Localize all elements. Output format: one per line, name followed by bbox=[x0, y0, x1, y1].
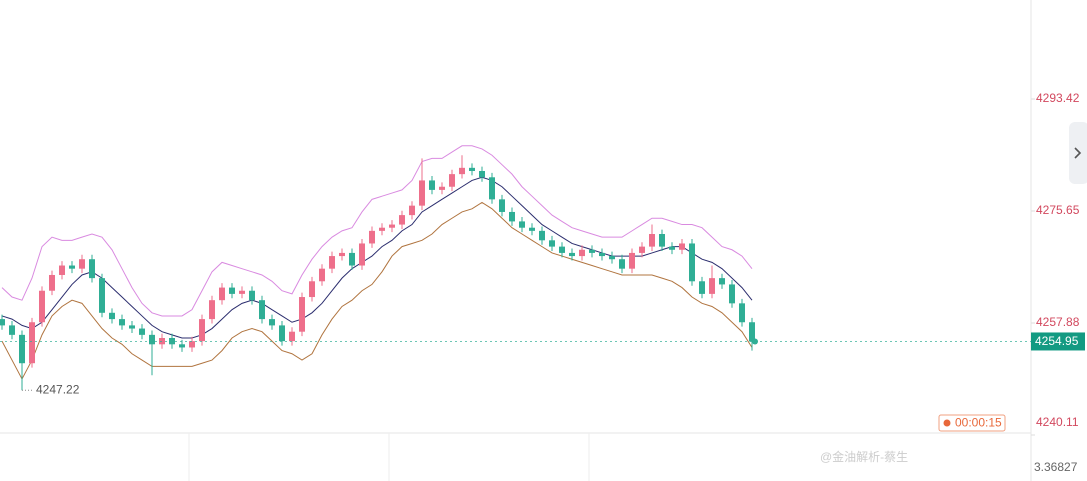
countdown: 00:00:15 bbox=[955, 416, 1002, 430]
candle-body bbox=[339, 252, 345, 257]
candle-body bbox=[539, 230, 545, 241]
candle-body bbox=[489, 177, 495, 200]
candle-body bbox=[199, 319, 205, 342]
candle-body bbox=[309, 281, 315, 298]
indicator-value: 3.36827 bbox=[1034, 460, 1078, 474]
candle-body bbox=[149, 334, 155, 345]
candle-body bbox=[99, 278, 105, 313]
candle-body bbox=[239, 290, 245, 294]
candle-body bbox=[519, 221, 525, 228]
candle-body bbox=[689, 243, 695, 282]
candle-body bbox=[579, 249, 585, 257]
candle-body bbox=[29, 322, 35, 364]
plot-area: 4247.22 bbox=[0, 145, 1031, 396]
candle-body bbox=[79, 259, 85, 269]
candle-body bbox=[289, 331, 295, 342]
band-line bbox=[1, 145, 753, 317]
candle-body bbox=[659, 234, 665, 247]
y-tick-label: 4257.88 bbox=[1036, 315, 1080, 329]
candle-body bbox=[49, 274, 55, 291]
candle-body bbox=[359, 243, 365, 266]
candle-body bbox=[729, 284, 735, 304]
low-label: 4247.22 bbox=[36, 382, 80, 396]
y-tick-label: 4275.65 bbox=[1036, 203, 1080, 217]
candle-body bbox=[219, 287, 225, 301]
candle-body bbox=[509, 211, 515, 222]
candle-body bbox=[389, 224, 395, 228]
y-tick-label: 4293.42 bbox=[1036, 91, 1080, 105]
candle-body bbox=[599, 252, 605, 257]
watermark: @金油解析-蔡生 bbox=[820, 449, 908, 464]
candle-body bbox=[259, 300, 265, 320]
candle-body bbox=[549, 240, 555, 247]
candle-body bbox=[529, 227, 535, 231]
candle-body bbox=[619, 259, 625, 269]
candle-body bbox=[739, 303, 745, 323]
candle-body bbox=[399, 215, 405, 225]
candle-body bbox=[609, 256, 615, 260]
candle-body bbox=[629, 252, 635, 269]
candle-body bbox=[59, 265, 65, 275]
candle-body bbox=[249, 290, 255, 301]
candle-body bbox=[749, 322, 755, 342]
candle-body bbox=[19, 334, 25, 364]
candle-body bbox=[69, 265, 75, 269]
candle-body bbox=[679, 243, 685, 250]
candle-body bbox=[499, 199, 505, 212]
candle-body bbox=[129, 325, 135, 329]
candle-body bbox=[369, 230, 375, 244]
candle-body bbox=[589, 249, 595, 253]
candle-body bbox=[299, 297, 305, 332]
countdown-box: 00:00:15 bbox=[938, 414, 1006, 432]
candle-body bbox=[559, 246, 565, 253]
candle-body bbox=[459, 167, 465, 175]
candle-body bbox=[139, 328, 145, 335]
candle-body bbox=[479, 170, 485, 178]
candle-body bbox=[0, 319, 5, 326]
candle-body bbox=[9, 325, 15, 335]
candle-body bbox=[109, 312, 115, 320]
candle-body bbox=[279, 325, 285, 342]
collapse-button[interactable] bbox=[1069, 122, 1087, 184]
candle-body bbox=[449, 174, 455, 187]
candle-body bbox=[319, 268, 325, 282]
last-price-label: 4254.95 bbox=[1035, 334, 1079, 348]
candle-body bbox=[409, 205, 415, 216]
candle-body bbox=[469, 167, 475, 171]
band-line bbox=[1, 201, 753, 381]
candle-body bbox=[269, 319, 275, 326]
candle-body bbox=[329, 256, 335, 269]
candle-body bbox=[669, 246, 675, 250]
candle-body bbox=[229, 287, 235, 294]
candle-body bbox=[89, 259, 95, 279]
candle-body bbox=[649, 234, 655, 247]
candle-body bbox=[179, 344, 185, 348]
candle-body bbox=[439, 186, 445, 190]
candle-body bbox=[379, 227, 385, 231]
last-price-dot bbox=[752, 338, 758, 345]
candle-body bbox=[709, 278, 715, 294]
band-line bbox=[1, 176, 753, 339]
candle-body bbox=[39, 290, 45, 323]
candle-body bbox=[699, 281, 705, 294]
candle-body bbox=[349, 252, 355, 266]
y-tick-label: 4240.11 bbox=[1036, 415, 1079, 429]
candle-body bbox=[719, 278, 725, 285]
candle-body bbox=[639, 246, 645, 253]
candle-body bbox=[569, 252, 575, 257]
candle-body bbox=[119, 319, 125, 326]
candle-body bbox=[209, 300, 215, 320]
last-price-tag bbox=[1031, 332, 1085, 351]
candle-body bbox=[189, 341, 195, 348]
candle-body bbox=[419, 180, 425, 206]
candle-body bbox=[429, 180, 435, 190]
